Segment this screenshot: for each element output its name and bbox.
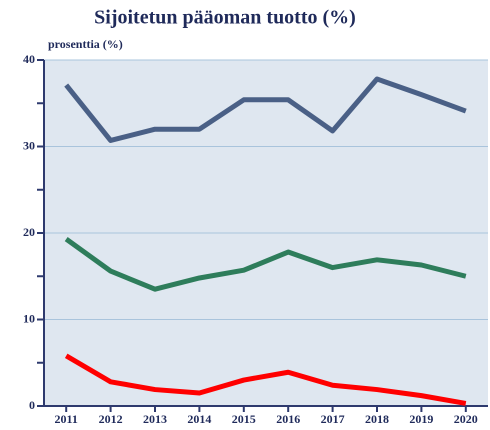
y-tick-label: 30: [23, 138, 35, 152]
x-tick-label: 2012: [99, 412, 123, 426]
x-tick-label: 2014: [187, 412, 211, 426]
x-tick-label: 2011: [55, 412, 78, 426]
x-tick-label: 2017: [321, 412, 345, 426]
y-tick-label: 40: [23, 52, 35, 66]
x-tick-label: 2019: [409, 412, 433, 426]
line-series: [64, 76, 467, 143]
y-tick-label: 0: [29, 398, 35, 412]
y-tick-label: 10: [23, 311, 35, 325]
y-axis-label: prosenttia (%): [48, 37, 123, 51]
x-tick-label: 2013: [143, 412, 167, 426]
line-series: [64, 237, 467, 292]
line-series: [64, 353, 467, 406]
chart-title: Sijoitetun pääoman tuotto (%): [94, 7, 356, 29]
x-tick-label: 2018: [365, 412, 389, 426]
x-tick-label: 2016: [276, 412, 300, 426]
x-tick-label: 2020: [454, 412, 478, 426]
y-tick-label: 20: [23, 225, 35, 239]
x-tick-label: 2015: [232, 412, 256, 426]
